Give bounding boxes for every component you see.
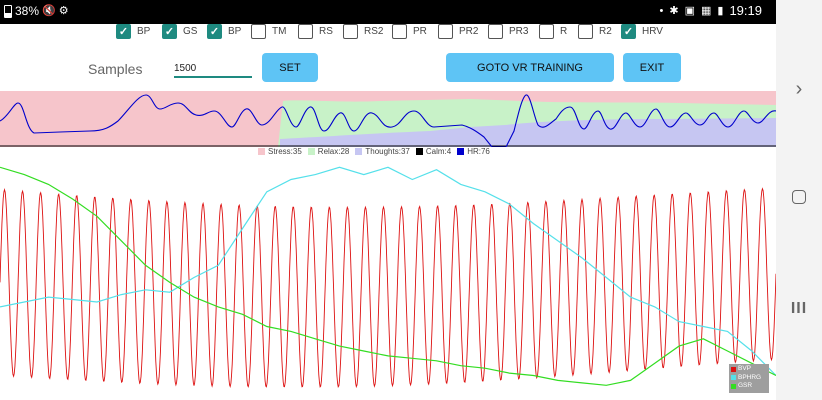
checkbox-rs2-5[interactable]: RS2 [343,24,383,39]
checkbox-label: PR3 [509,26,529,37]
legend-swatch [258,147,265,155]
biosignal-chart [0,166,776,389]
legend-label: GSR [738,382,753,389]
bug-icon: ✱ [669,4,679,17]
back-icon[interactable]: › [795,78,803,100]
legend-swatch [415,147,423,155]
checkbox-pr-6[interactable]: PR [392,24,427,39]
checkbox-r-9[interactable]: R [539,24,567,39]
checkbox-unchecked-icon[interactable] [392,24,407,39]
notification-dot-icon: • [659,4,664,17]
checkbox-label: PR [413,26,427,37]
legend-swatch [457,147,465,155]
legend-label: BPHRG [738,373,762,381]
status-left: 38% 🔇 ⚙ [4,4,69,18]
usb-icon: ⚙ [58,5,69,17]
thoughts-area [280,118,776,147]
recents-icon[interactable]: III [790,300,808,317]
goto-vr-training-button[interactable]: GOTO VR TRAINING [446,53,614,82]
checkbox-pr3-8[interactable]: PR3 [488,24,528,39]
home-icon[interactable] [776,190,822,209]
checkbox-unchecked-icon[interactable] [438,24,453,39]
image-icon: ▣ [684,4,695,17]
legend-label: Thoughts:37 [365,146,410,156]
legend-swatch [731,366,736,372]
checkbox-label: BP [137,26,151,37]
checkbox-unchecked-icon[interactable] [488,24,503,39]
legend-item-bvp: BVP [731,365,767,374]
legend-item-gsr: GSR [731,382,767,391]
checkbox-unchecked-icon[interactable] [343,24,358,39]
checkbox-tm-3[interactable]: TM [251,24,286,39]
bvp-series-line [0,187,776,389]
emotion-state-chart [0,91,776,147]
battery-percent: 38% [15,4,40,18]
checkbox-label: PR2 [459,26,479,37]
legend-item-thoughts: Thoughts:37 [355,146,410,156]
checkbox-pr2-7[interactable]: PR2 [438,24,478,39]
status-right: • ✱ ▣ ▦ ▮ 19:19 [660,3,763,18]
checkbox-label: GS [183,26,198,37]
checkbox-label: RS2 [364,26,384,37]
samples-label: Samples [88,61,143,77]
legend-label: Relax:28 [317,146,350,156]
checkbox-checked-icon[interactable]: ✓ [207,24,222,39]
checkbox-checked-icon[interactable]: ✓ [621,24,636,39]
checkbox-label: BP [228,26,242,37]
navigation-bar: › III [776,0,822,400]
legend-swatch [355,147,363,155]
status-bar: 38% 🔇 ⚙ • ✱ ▣ ▦ ▮ 19:19 [0,0,776,24]
legend-label: BVP [738,365,752,372]
exit-button[interactable]: EXIT [623,53,681,82]
legend-item-bphrg: BPHRG [731,374,767,383]
clock: 19:19 [729,3,762,18]
emotion-chart-legend: Stress:35 Relax:28 Thoughts:37 Calm:4 HR:76 [258,146,496,156]
legend-item-calm: Calm:4 [415,146,452,156]
legend-item-stress: Stress:35 [258,147,302,156]
checkbox-checked-icon[interactable]: ✓ [162,24,177,39]
gallery-icon: ▦ [700,4,712,17]
legend-label: Stress:35 [268,146,302,156]
checkbox-label: RS [319,26,333,37]
muted-icon: 🔇 [42,5,56,17]
set-button[interactable]: SET [262,53,318,82]
legend-label: HR:76 [467,146,490,156]
battery-full-icon: ▮ [717,4,724,17]
legend-item-relax: Relax:28 [307,146,350,156]
checkbox-label: HRV [642,26,663,37]
biosignal-chart-legend: BVP BPHRG GSR [729,364,769,393]
checkbox-rs-4[interactable]: RS [298,24,333,39]
checkbox-unchecked-icon[interactable] [539,24,554,39]
gsr-series-line [0,166,776,386]
hr-line [0,94,776,147]
battery-icon [4,4,12,18]
legend-label: Calm:4 [425,146,452,156]
checkbox-label: R [560,26,568,37]
checkbox-unchecked-icon[interactable] [251,24,266,39]
checkbox-unchecked-icon[interactable] [578,24,593,39]
legend-swatch [307,147,315,155]
checkbox-r2-10[interactable]: R2 [578,24,612,39]
checkbox-label: R2 [599,26,612,37]
checkbox-bp-0[interactable]: ✓ BP [116,24,150,39]
checkbox-unchecked-icon[interactable] [298,24,313,39]
checkbox-hrv-11[interactable]: ✓ HRV [621,24,663,39]
legend-swatch [731,383,736,389]
legend-swatch [731,375,736,381]
checkbox-checked-icon[interactable]: ✓ [116,24,131,39]
checkbox-label: TM [272,26,287,37]
samples-input[interactable] [174,60,252,78]
legend-item-hr: HR:76 [457,147,490,156]
bphrg-series-line [0,166,776,376]
checkbox-bp-2[interactable]: ✓ BP [207,24,241,39]
checkbox-gs-1[interactable]: ✓ GS [162,24,197,39]
